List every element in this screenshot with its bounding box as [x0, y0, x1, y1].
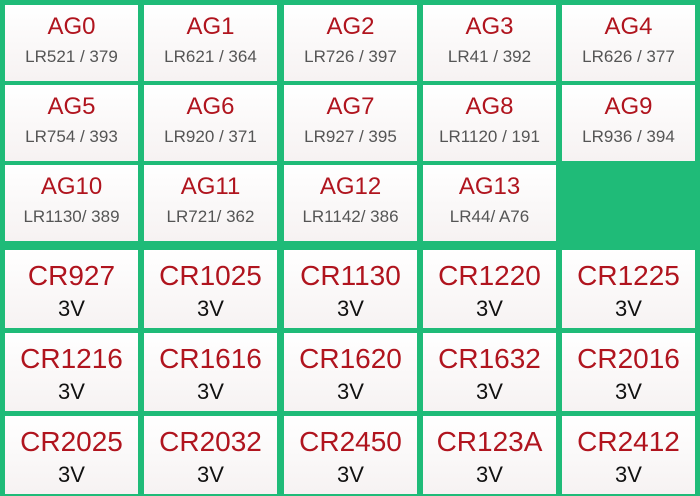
battery-cell: CR2032 3V [144, 416, 277, 494]
battery-spec: 3V [337, 462, 364, 487]
battery-name: CR1620 [299, 343, 402, 374]
battery-name: CR123A [436, 426, 543, 457]
battery-spec: LR754 / 393 [25, 127, 118, 146]
battery-cell: CR1616 3V [144, 333, 277, 411]
battery-cell: AG7 LR927 / 395 [284, 85, 417, 161]
battery-name: CR927 [27, 260, 116, 291]
battery-spec: 3V [476, 462, 503, 487]
battery-name: AG9 [604, 93, 653, 120]
battery-spec: 3V [197, 379, 224, 404]
battery-spec: 3V [58, 379, 85, 404]
battery-spec: LR41 / 392 [447, 47, 532, 66]
battery-cell: CR1130 3V [284, 250, 417, 328]
battery-cell: AG8 LR1120 / 191 [423, 85, 556, 161]
battery-name: AG0 [47, 13, 96, 40]
battery-cell: AG0 LR521 / 379 [5, 5, 138, 81]
battery-cell: AG6 LR920 / 371 [144, 85, 277, 161]
battery-spec: LR621 / 364 [164, 47, 257, 66]
battery-name: AG1 [186, 13, 235, 40]
battery-name: AG5 [47, 93, 96, 120]
battery-cell: AG4 LR626 / 377 [562, 5, 695, 81]
battery-name: AG2 [326, 13, 375, 40]
battery-name: CR1220 [438, 260, 541, 291]
battery-spec: 3V [615, 296, 642, 321]
battery-name: AG10 [40, 173, 103, 200]
battery-name: AG11 [180, 173, 241, 200]
battery-name: CR1216 [20, 343, 123, 374]
battery-cell: AG11 LR721/ 362 [144, 165, 277, 241]
battery-cell: CR2412 3V [562, 416, 695, 494]
battery-name: CR1616 [159, 343, 262, 374]
battery-name: AG13 [458, 173, 521, 200]
battery-cell: CR2025 3V [5, 416, 138, 494]
battery-spec: LR927 / 395 [304, 127, 397, 146]
battery-spec: 3V [337, 296, 364, 321]
battery-cell: CR123A 3V [423, 416, 556, 494]
battery-name: AG3 [465, 13, 514, 40]
battery-cell: AG12 LR1142/ 386 [284, 165, 417, 241]
battery-name: AG6 [186, 93, 235, 120]
battery-cell: CR1216 3V [5, 333, 138, 411]
battery-cell: AG3 LR41 / 392 [423, 5, 556, 81]
battery-name: AG4 [604, 13, 653, 40]
battery-cell: AG13 LR44/ A76 [423, 165, 556, 241]
battery-spec: LR726 / 397 [304, 47, 397, 66]
battery-name: CR2412 [577, 426, 680, 457]
battery-spec: 3V [615, 462, 642, 487]
battery-cell: CR1632 3V [423, 333, 556, 411]
battery-cell: AG2 LR726 / 397 [284, 5, 417, 81]
battery-spec: LR1130/ 389 [23, 207, 120, 226]
battery-cell: CR2016 3V [562, 333, 695, 411]
battery-name: CR2016 [577, 343, 680, 374]
battery-name: AG7 [326, 93, 375, 120]
battery-spec: LR521 / 379 [25, 47, 118, 66]
battery-spec: 3V [615, 379, 642, 404]
battery-spec: LR626 / 377 [582, 47, 675, 66]
battery-cell: CR2450 3V [284, 416, 417, 494]
battery-name: AG8 [465, 93, 514, 120]
battery-cell: AG1 LR621 / 364 [144, 5, 277, 81]
battery-spec: LR1120 / 191 [439, 127, 540, 146]
battery-spec: LR721/ 362 [166, 207, 255, 226]
battery-name: CR2025 [20, 426, 123, 457]
battery-spec: 3V [197, 296, 224, 321]
battery-cell: CR1620 3V [284, 333, 417, 411]
battery-spec: 3V [337, 379, 364, 404]
battery-spec: 3V [476, 296, 503, 321]
battery-name: CR1130 [300, 260, 401, 291]
battery-spec: LR44/ A76 [449, 207, 530, 226]
battery-cell: CR1225 3V [562, 250, 695, 328]
battery-spec: LR920 / 371 [164, 127, 257, 146]
battery-spec: 3V [58, 296, 85, 321]
battery-name: CR2450 [299, 426, 402, 457]
battery-cell: CR927 3V [5, 250, 138, 328]
battery-name: CR1025 [159, 260, 262, 291]
battery-spec: LR1142/ 386 [302, 207, 399, 226]
battery-spec: 3V [58, 462, 85, 487]
battery-spec: LR936 / 394 [582, 127, 675, 146]
battery-cell: CR1025 3V [144, 250, 277, 328]
battery-name: AG12 [319, 173, 382, 200]
battery-cell: AG9 LR936 / 394 [562, 85, 695, 161]
battery-name: CR2032 [159, 426, 262, 457]
battery-cell: AG10 LR1130/ 389 [5, 165, 138, 241]
battery-name: CR1225 [577, 260, 680, 291]
battery-cell: AG5 LR754 / 393 [5, 85, 138, 161]
battery-spec: 3V [476, 379, 503, 404]
battery-spec: 3V [197, 462, 224, 487]
battery-name: CR1632 [438, 343, 541, 374]
battery-cell: CR1220 3V [423, 250, 556, 328]
